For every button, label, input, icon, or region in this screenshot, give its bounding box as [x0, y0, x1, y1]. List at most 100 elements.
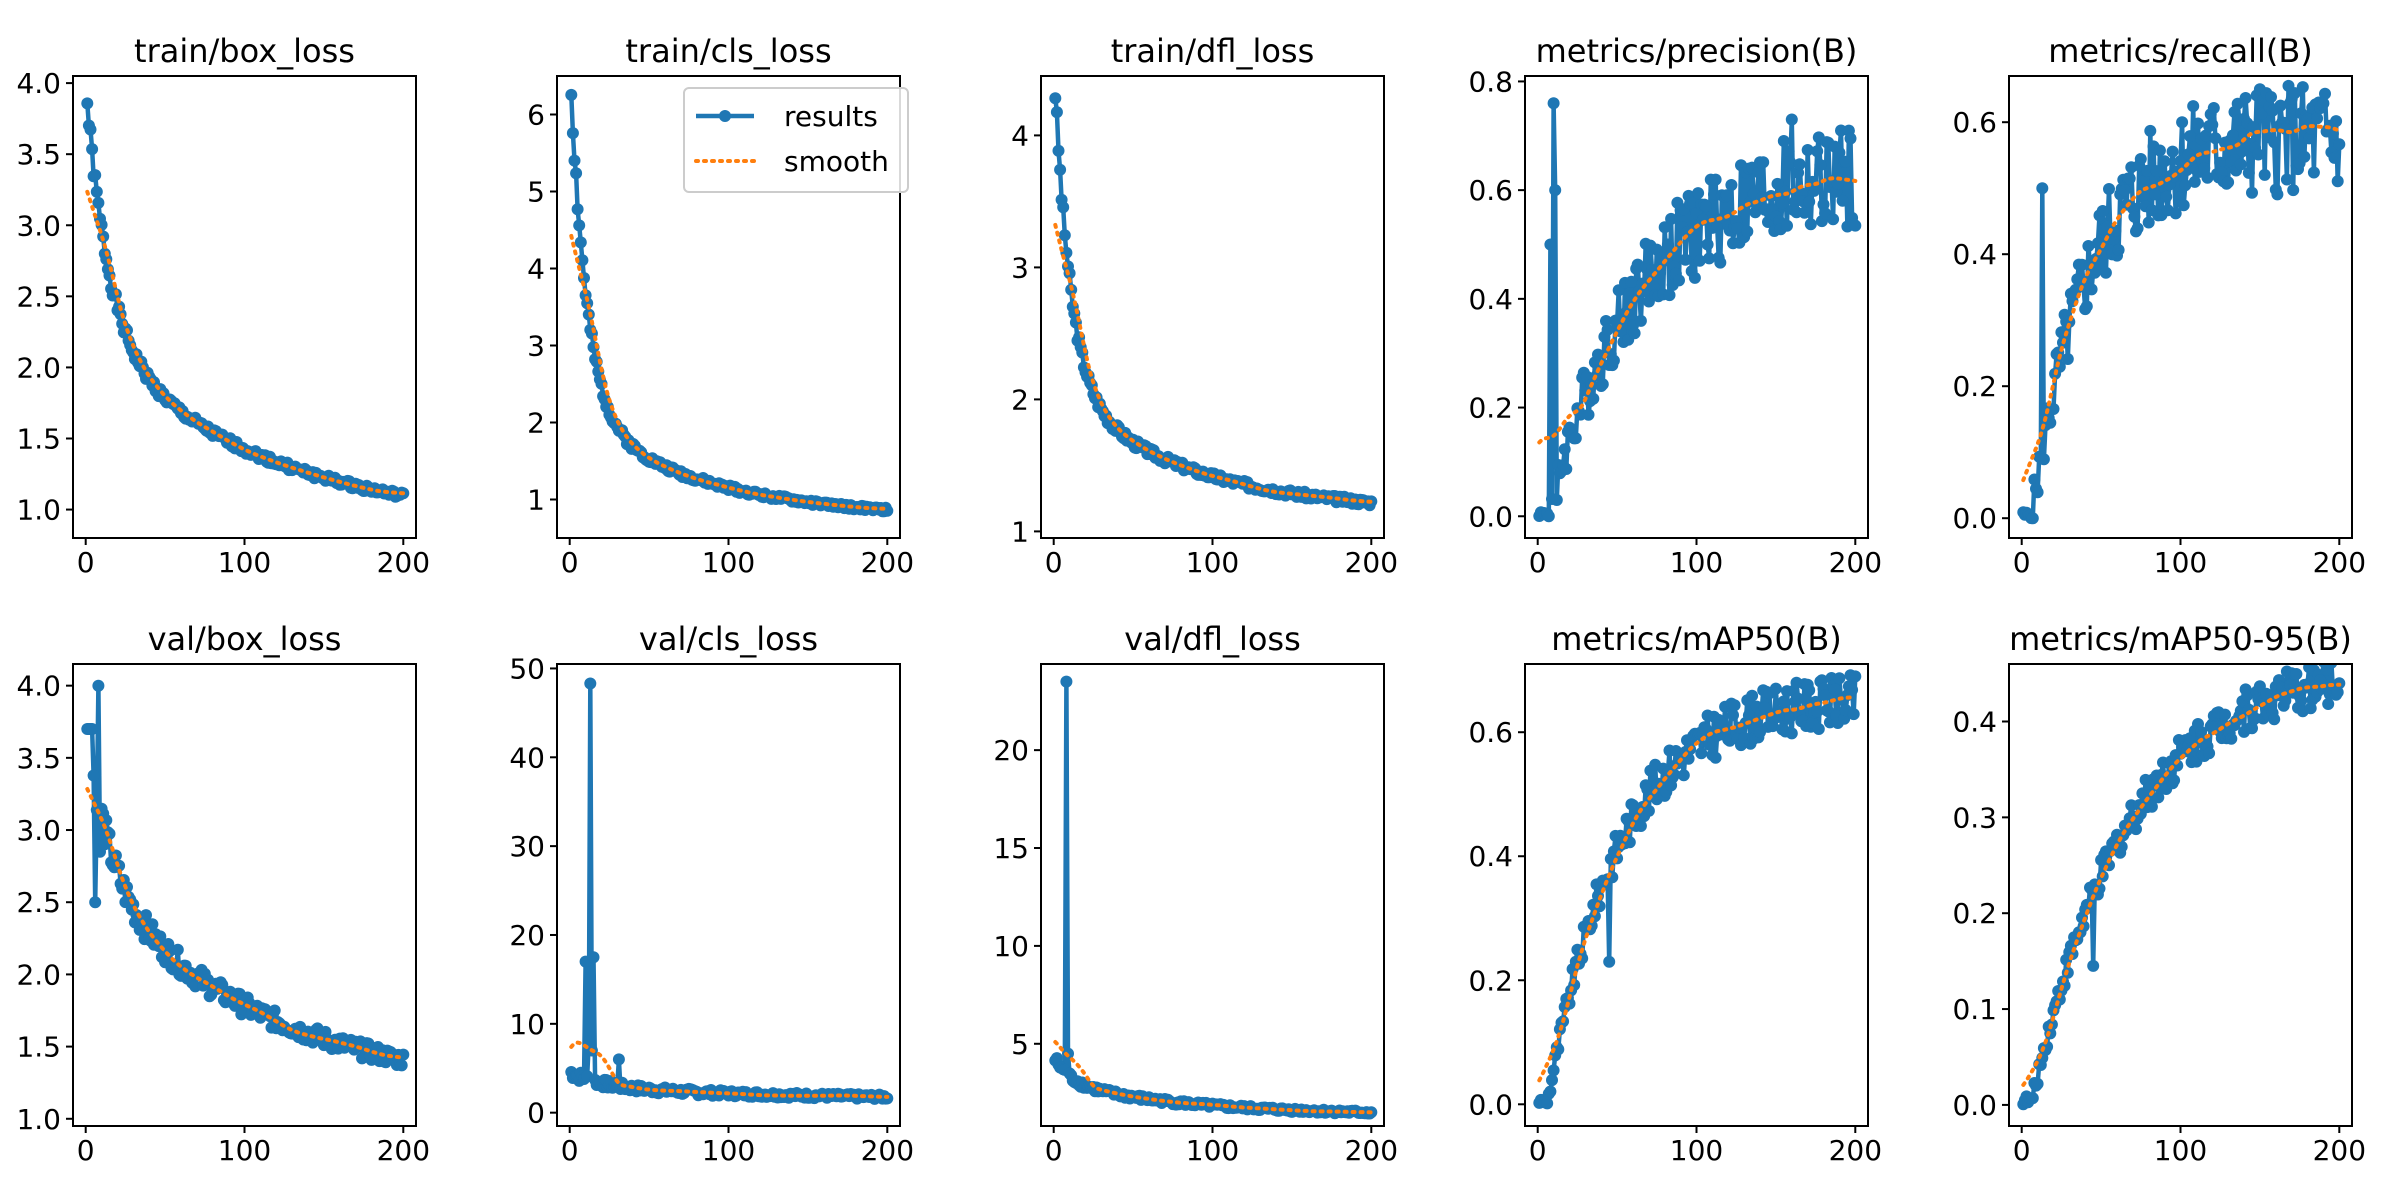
panel-title: val/box_loss — [148, 620, 342, 658]
legend: results smooth — [683, 87, 909, 193]
results-point — [571, 203, 584, 216]
results-point — [2174, 155, 2187, 168]
results-point — [2192, 117, 2204, 130]
panel-frame — [72, 663, 417, 1127]
results-point — [2271, 188, 2284, 201]
results-point — [2177, 199, 2190, 212]
results-point — [1833, 672, 1846, 685]
results-point — [1569, 432, 1582, 445]
results-point — [2298, 150, 2311, 163]
results-point — [2026, 512, 2039, 525]
results-point — [1793, 158, 1806, 171]
results-point — [2130, 823, 2142, 836]
results-point — [2331, 175, 2344, 188]
plot-area — [1533, 669, 1862, 1110]
results-point — [2239, 92, 2252, 104]
panel-title: metrics/mAP50(B) — [1551, 620, 1842, 658]
results-point — [1811, 705, 1824, 718]
legend-results-marker — [719, 110, 731, 122]
panel-frame — [2008, 75, 2353, 539]
x-tick-label: 200 — [861, 546, 914, 579]
results-point — [1547, 1064, 1560, 1077]
smooth-series-line — [1537, 176, 1858, 445]
results-point — [1836, 194, 1849, 207]
x-tick-label: 0 — [2013, 546, 2031, 579]
y-tick-label: 0 — [527, 1097, 545, 1130]
smooth-series-line — [1053, 1040, 1374, 1115]
results-point — [1631, 258, 1644, 271]
results-point — [2287, 184, 2300, 197]
plot-area — [1049, 675, 1378, 1120]
results-series-line — [1537, 100, 1857, 519]
y-tick-label: 0.0 — [1952, 1089, 1997, 1122]
results-point — [2115, 840, 2128, 853]
y-tick-label: 0.2 — [1468, 964, 1513, 997]
results-point — [2247, 121, 2260, 134]
smooth-series-line — [1537, 694, 1858, 1083]
y-tick-label: 1.0 — [16, 1103, 61, 1136]
results-point — [1792, 692, 1805, 705]
results-point — [1785, 113, 1798, 126]
results-point — [2331, 686, 2344, 699]
y-tick-label: 0.0 — [1952, 502, 1997, 535]
x-tick-label: 0 — [2013, 1134, 2031, 1167]
results-point — [92, 679, 105, 692]
x-tick-label: 200 — [2313, 546, 2366, 579]
results-point — [1844, 132, 1857, 145]
results-point — [2099, 266, 2112, 279]
results-point — [2201, 171, 2214, 184]
results-point — [2047, 403, 2060, 415]
panel-metrics-map50-95-b: metrics/mAP50-95(B) 0 100 200 0.0 0.1 0.2 0.3 0.… — [1952, 620, 2366, 1167]
y-tick-label: 3.5 — [16, 138, 61, 171]
results-point — [1819, 689, 1832, 702]
x-tick-label: 200 — [377, 1134, 430, 1167]
results-point — [2184, 130, 2196, 143]
y-tick-label: 0.6 — [1468, 174, 1513, 207]
results-point — [1607, 354, 1620, 367]
y-tick-label: 5 — [527, 176, 545, 209]
results-point — [1814, 159, 1827, 171]
results-point — [2096, 205, 2109, 217]
results-point — [2255, 107, 2268, 120]
results-point — [1709, 751, 1722, 764]
smooth-series-line — [85, 189, 406, 496]
legend-results-label: results — [784, 100, 878, 133]
results-point — [1752, 166, 1765, 179]
y-tick-label: 0.2 — [1952, 897, 1997, 930]
results-point — [1552, 1043, 1565, 1056]
results-point — [1654, 267, 1666, 280]
y-tick-label: 20 — [509, 919, 545, 952]
y-tick-label: 4.0 — [16, 670, 61, 703]
y-tick-label: 0.8 — [1468, 65, 1513, 98]
results-point — [2219, 708, 2231, 721]
results-point — [881, 504, 894, 517]
results-point — [1784, 156, 1797, 169]
panel-title: val/cls_loss — [639, 620, 818, 658]
y-tick-label: 0.1 — [1952, 993, 1997, 1026]
results-point — [2112, 244, 2125, 256]
y-tick-label: 0.2 — [1952, 370, 1997, 403]
results-point — [2301, 112, 2314, 125]
results-point — [2028, 473, 2041, 486]
results-series-line — [569, 681, 888, 1102]
results-point — [2168, 774, 2181, 787]
results-point — [568, 154, 581, 167]
x-tick-label: 100 — [702, 546, 755, 579]
results-point — [2149, 188, 2162, 201]
results-point — [100, 814, 113, 827]
results-point — [1634, 314, 1647, 327]
results-point — [2242, 703, 2255, 716]
results-point — [98, 838, 111, 851]
results-point — [2118, 184, 2131, 197]
results-point — [2241, 689, 2254, 702]
results-point — [2328, 151, 2341, 164]
results-point — [2182, 148, 2195, 161]
panel-metrics-precision-b: metrics/precision(B) 0 100 200 0.0 0.2 0.4 0.6 0… — [1468, 32, 1882, 579]
results-point — [1546, 1074, 1558, 1087]
results-point — [2322, 698, 2335, 710]
results-point — [2242, 166, 2255, 179]
x-tick-label: 100 — [1670, 1134, 1723, 1167]
results-point — [103, 827, 116, 840]
panel-val-cls-loss: val/cls_loss 0 100 200 0 10 20 30 40 50 — [509, 620, 914, 1167]
results-point — [1769, 682, 1782, 695]
